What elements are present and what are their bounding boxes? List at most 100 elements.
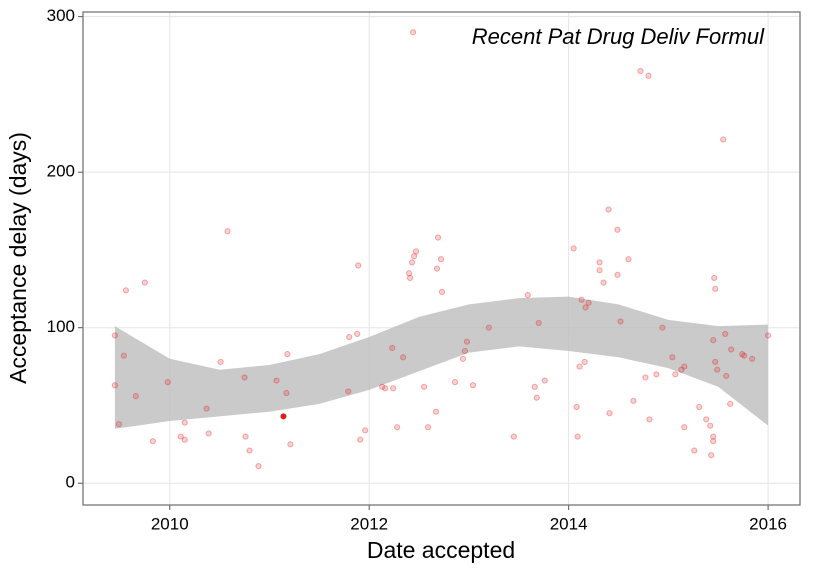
point — [432, 408, 440, 415]
point — [390, 385, 397, 392]
annotation: Recent Pat Drug Deliv Formul — [472, 24, 765, 49]
point — [355, 262, 362, 269]
point — [708, 452, 715, 459]
point — [714, 366, 721, 373]
point — [669, 354, 676, 361]
point — [434, 234, 442, 241]
point — [420, 383, 428, 390]
point — [122, 287, 129, 294]
point — [164, 379, 171, 386]
point — [177, 433, 184, 440]
point — [405, 270, 413, 277]
point — [362, 427, 369, 434]
point — [181, 419, 188, 426]
point — [382, 385, 389, 392]
point — [605, 206, 612, 213]
point — [630, 397, 637, 404]
point — [461, 347, 469, 355]
point — [707, 422, 714, 429]
point — [574, 433, 581, 440]
point — [541, 377, 548, 384]
point — [357, 436, 364, 443]
point — [409, 29, 417, 36]
point — [438, 288, 446, 296]
point — [412, 248, 420, 255]
point — [424, 424, 432, 431]
point — [246, 447, 253, 454]
point — [741, 352, 748, 359]
point — [524, 291, 531, 299]
point — [614, 271, 621, 278]
x-axis-title: Date accepted — [367, 537, 515, 563]
point — [720, 136, 727, 143]
point — [406, 274, 414, 282]
point — [354, 330, 361, 338]
point — [224, 228, 231, 235]
point — [749, 355, 756, 362]
point — [617, 318, 624, 325]
point — [722, 330, 729, 338]
point — [111, 332, 119, 339]
point — [459, 355, 467, 362]
point — [437, 256, 445, 263]
x-tick-label: 2016 — [749, 514, 787, 533]
point — [659, 324, 666, 331]
point — [283, 389, 290, 397]
point — [703, 416, 710, 423]
point — [535, 319, 542, 327]
point — [485, 324, 492, 331]
point — [400, 354, 407, 361]
point — [149, 438, 156, 445]
point — [203, 405, 210, 412]
point — [653, 371, 660, 378]
point — [410, 253, 418, 260]
point — [596, 259, 603, 266]
point — [469, 382, 477, 389]
point — [255, 463, 262, 470]
plot-frame — [82, 11, 801, 506]
point — [570, 245, 577, 252]
point — [284, 351, 291, 358]
point — [573, 403, 580, 411]
point — [346, 333, 353, 341]
point — [582, 304, 589, 311]
point — [614, 226, 621, 233]
point — [606, 410, 613, 417]
point — [678, 366, 685, 373]
point — [646, 416, 653, 423]
point — [205, 430, 212, 437]
point — [394, 424, 401, 431]
point — [642, 374, 649, 381]
point — [581, 358, 588, 366]
point — [681, 424, 688, 431]
point — [710, 438, 717, 445]
y-tick-label: 0 — [66, 473, 75, 492]
point — [389, 344, 396, 352]
point — [727, 400, 734, 408]
point — [645, 72, 652, 79]
point — [120, 352, 127, 359]
point — [111, 382, 119, 389]
point — [273, 377, 280, 384]
point — [379, 383, 386, 390]
x-tick-label: 2010 — [151, 514, 189, 533]
point — [764, 332, 772, 339]
point — [217, 358, 224, 366]
point — [739, 351, 746, 358]
point — [711, 274, 718, 282]
point — [710, 433, 717, 440]
point — [463, 338, 471, 345]
point — [510, 433, 517, 440]
point — [578, 296, 585, 303]
point — [691, 447, 698, 454]
point — [451, 379, 459, 386]
point — [533, 394, 540, 401]
point — [408, 259, 416, 266]
point — [672, 371, 679, 378]
x-tick-label: 2014 — [550, 514, 588, 533]
point — [600, 279, 607, 286]
point — [637, 67, 644, 75]
point — [181, 436, 188, 443]
